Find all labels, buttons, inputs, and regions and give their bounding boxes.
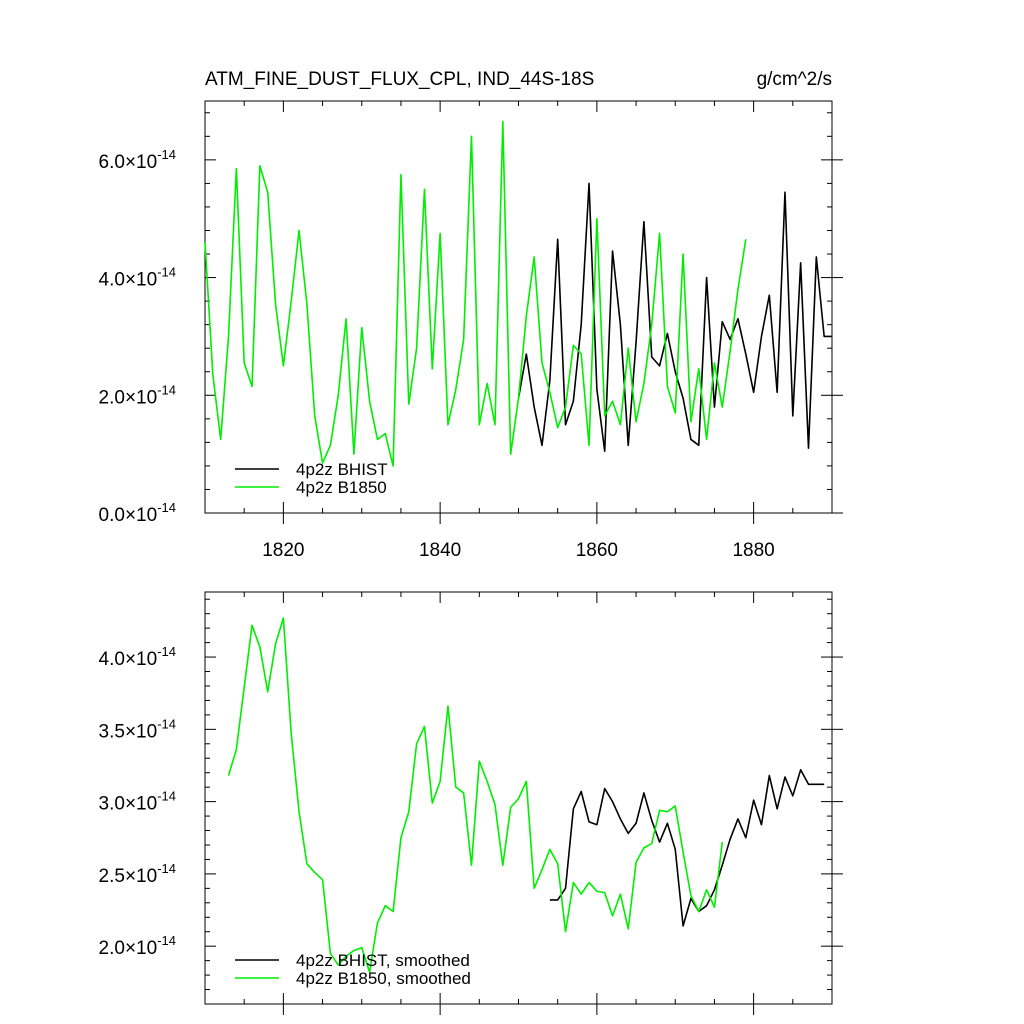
y-tick-label: 2.0×10-14 xyxy=(99,933,176,959)
y-tick-label: 2.5×10-14 xyxy=(99,861,176,887)
plot-frame xyxy=(204,100,833,514)
y-tick-label: 4.0×10-14 xyxy=(99,644,176,670)
chart-title: ATM_FINE_DUST_FLUX_CPL, IND_44S-18S xyxy=(205,69,594,90)
legend-label: 4p2z B1850 xyxy=(296,478,387,497)
x-tick-label: 1840 xyxy=(419,540,461,561)
series-line xyxy=(549,769,825,927)
x-tick-label: 1820 xyxy=(262,540,304,561)
legend-label: 4p2z BHIST, smoothed xyxy=(296,951,470,970)
top-panel: 1820 1840 1860 1880 0.0×10-14 2.0×10-14 4.0×10… xyxy=(99,100,843,561)
y-tick-label: 6.0×10-14 xyxy=(99,147,176,173)
bottom-panel: 2.0×10-14 2.5×10-14 3.0×10-14 3.5×10-14 4.0×… xyxy=(99,591,843,1015)
series-line xyxy=(517,182,832,453)
y-tick-label: 0.0×10-14 xyxy=(99,500,176,526)
chart-units: g/cm^2/s xyxy=(757,69,832,90)
y-tick-label: 2.0×10-14 xyxy=(99,382,176,408)
y-tick-label: 3.0×10-14 xyxy=(99,789,176,815)
x-tick-label: 1860 xyxy=(576,540,618,561)
legend-label: 4p2z B1850, smoothed xyxy=(296,969,471,988)
x-tick-label: 1880 xyxy=(732,540,774,561)
series-line xyxy=(204,120,747,467)
legend-label: 4p2z BHIST xyxy=(296,460,388,479)
y-tick-label: 4.0×10-14 xyxy=(99,265,176,291)
y-tick-label: 3.5×10-14 xyxy=(99,716,176,742)
series-line xyxy=(227,617,724,974)
